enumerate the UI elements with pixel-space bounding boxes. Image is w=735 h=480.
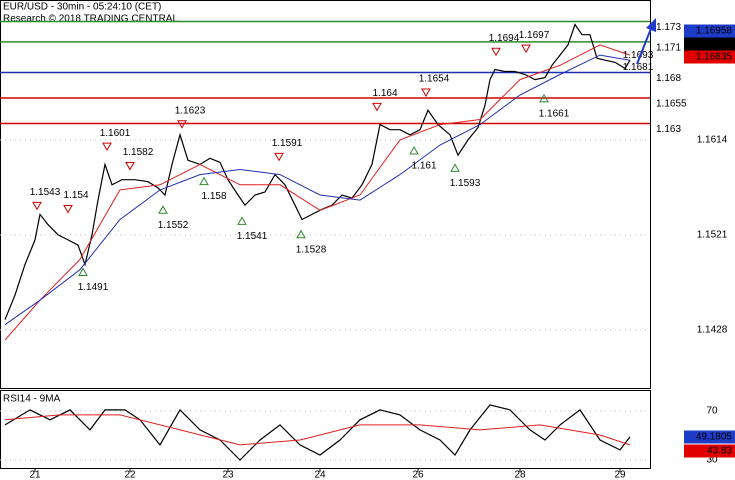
level-label: 1.1655	[656, 99, 687, 110]
low-marker	[237, 216, 247, 225]
low-label: 1.1593	[450, 178, 481, 189]
low-label: 1.1541	[237, 231, 268, 242]
series-line	[4, 44, 631, 341]
chart-subtitle: Research © 2018 TRADING CENTRAL	[3, 14, 178, 25]
y-tick-label: 1.1428	[697, 324, 728, 335]
high-label: 1.1654	[419, 74, 450, 85]
rsi-panel-frame	[0, 390, 651, 469]
series-line	[4, 414, 631, 446]
high-label: 1.164	[372, 88, 397, 99]
high-marker	[125, 162, 135, 171]
value-tag: 1.16939	[696, 39, 733, 50]
x-tick-label: 23	[222, 470, 234, 480]
y-tick-label: 1.1614	[697, 135, 728, 146]
x-tick-label: 26	[412, 470, 424, 480]
high-label: 1.1601	[100, 128, 131, 139]
price-panel-frame	[0, 0, 651, 389]
high-marker	[274, 152, 284, 162]
high-label: 1.1543	[30, 187, 61, 198]
high-marker	[491, 47, 501, 57]
x-tick-label: 29	[614, 470, 626, 480]
y-tick-label: 70	[706, 406, 718, 417]
low-marker	[539, 93, 549, 103]
high-label: 1.1623	[175, 105, 206, 116]
x-tick-label: 28	[514, 470, 526, 480]
low-label: 1.158	[201, 191, 226, 202]
high-marker	[32, 201, 42, 211]
low-marker	[199, 176, 209, 186]
value-tag-bg	[684, 50, 735, 64]
chart-title: EUR/USD - 30min - 05:24:10 (CET)	[3, 2, 161, 13]
x-tick-label: 24	[314, 470, 326, 480]
low-marker	[158, 205, 168, 214]
price-label: 1.1693	[623, 50, 654, 61]
low-label: 1.1528	[296, 244, 327, 255]
low-marker	[296, 229, 306, 239]
series-line	[4, 404, 631, 461]
value-tag-bg	[684, 24, 735, 38]
high-label: 1.154	[63, 190, 88, 201]
level-label: 1.171	[656, 43, 681, 54]
high-label: 1.1582	[123, 147, 154, 158]
value-tag-bg	[684, 444, 735, 458]
value-tag: 43.83	[707, 446, 732, 457]
value-tag: 1.16835	[696, 52, 733, 63]
high-label: 1.1697	[519, 30, 550, 41]
low-marker	[409, 145, 419, 155]
high-marker	[63, 204, 73, 214]
high-marker	[102, 142, 112, 152]
y-tick-label: 30	[706, 455, 718, 466]
y-tick-label: 1.1521	[697, 229, 728, 240]
level-label: 1.173	[656, 22, 681, 33]
x-tick-label: 21	[29, 470, 41, 480]
low-marker	[450, 163, 460, 172]
value-tag: 1.16958	[696, 26, 733, 37]
level-label: 1.168	[656, 73, 681, 84]
price-label: 1.1681	[623, 62, 654, 73]
low-label: 1.161	[411, 161, 436, 172]
series-line	[4, 54, 631, 326]
value-tag-bg	[684, 430, 735, 444]
high-label: 1.1591	[272, 138, 303, 149]
high-marker	[177, 120, 187, 129]
low-label: 1.1552	[158, 220, 189, 231]
level-label: 1.163	[656, 124, 681, 135]
rsi-title: RSI14 - 9MA	[3, 394, 61, 405]
forecast-arrow	[636, 18, 656, 65]
low-marker	[78, 267, 88, 276]
high-marker	[372, 102, 382, 112]
value-tag-bg	[684, 37, 735, 51]
high-marker	[521, 44, 531, 54]
high-marker	[421, 88, 431, 98]
value-tag: 49.1805	[696, 432, 733, 443]
high-label: 1.1694	[489, 33, 520, 44]
x-tick-label: 22	[124, 470, 136, 480]
low-label: 1.1661	[539, 109, 570, 120]
low-label: 1.1491	[78, 282, 109, 293]
